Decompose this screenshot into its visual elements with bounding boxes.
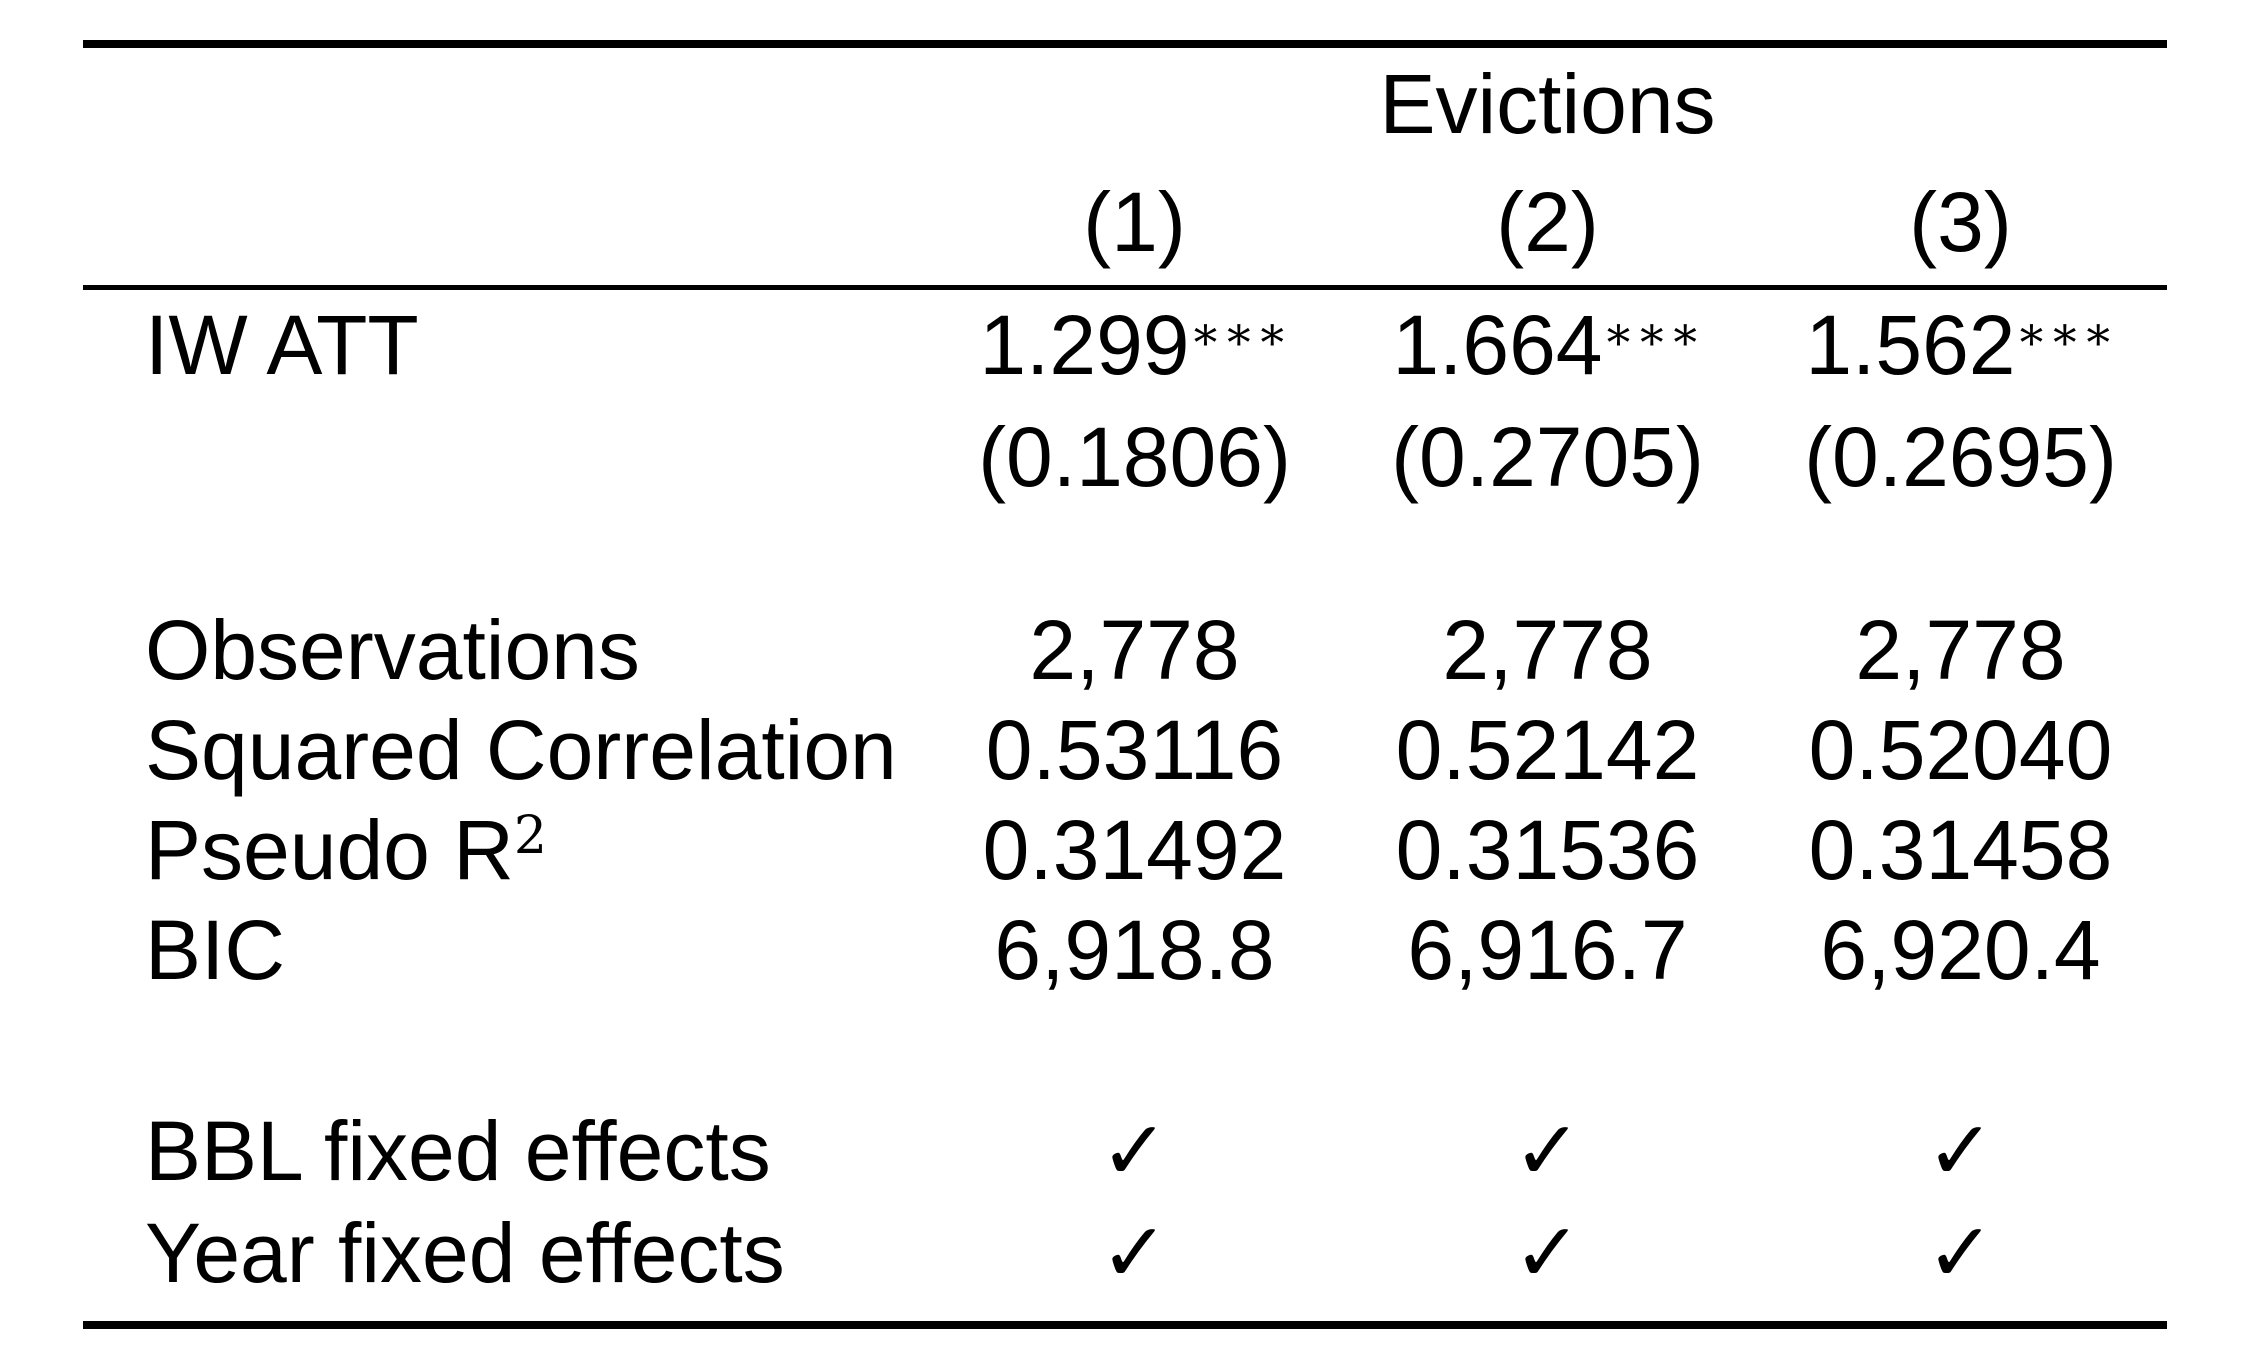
column-header-1: (1) xyxy=(1083,175,1186,269)
spacer-row xyxy=(83,1304,2167,1321)
stat-cell: 6,918.8 xyxy=(994,902,1275,997)
checkmark-icon: ✓ xyxy=(1926,1205,1995,1301)
std-error-cell: (0.2705) xyxy=(1391,410,1704,504)
stat-cell: 0.31492 xyxy=(982,802,1287,897)
top-rule xyxy=(83,40,2167,48)
row-label-pseudo-r2: Pseudo R2 xyxy=(83,802,928,899)
column-group-header-row: Evictions xyxy=(83,48,2167,160)
coefficient-cell: 1.562∗∗∗ xyxy=(1754,297,2167,394)
fixed-effects-row-bbl: BBL fixed effects ✓ ✓ ✓ xyxy=(83,1100,2167,1202)
stat-row-observations: Observations 2,778 2,778 2,778 xyxy=(83,600,2167,700)
checkmark-icon: ✓ xyxy=(1100,1103,1169,1199)
pseudo-r2-superscript: 2 xyxy=(513,805,548,866)
row-label-observations: Observations xyxy=(145,602,640,697)
std-error-cell: (0.1806) xyxy=(978,410,1291,504)
column-header-3: (3) xyxy=(1909,175,2012,269)
stat-cell: 0.52040 xyxy=(1808,702,2113,797)
significance-stars: ∗∗∗ xyxy=(1602,306,1703,362)
stat-cell: 0.31458 xyxy=(1808,802,2113,897)
pseudo-r2-base: Pseudo R xyxy=(145,802,514,897)
checkmark-icon: ✓ xyxy=(1513,1103,1582,1199)
stat-cell: 2,778 xyxy=(1442,602,1653,697)
stat-cell: 2,778 xyxy=(1855,602,2066,697)
row-label-year-fixed-effects: Year fixed effects xyxy=(145,1205,785,1300)
fixed-effects-row-year: Year fixed effects ✓ ✓ ✓ xyxy=(83,1202,2167,1304)
checkmark-icon: ✓ xyxy=(1926,1103,1995,1199)
significance-stars: ∗∗∗ xyxy=(2015,306,2116,362)
stat-cell: 0.53116 xyxy=(985,702,1284,797)
bottom-rule xyxy=(83,1321,2167,1329)
column-header-2: (2) xyxy=(1496,175,1599,269)
row-label-squared-correlation: Squared Correlation xyxy=(145,702,897,797)
stat-cell: 0.52142 xyxy=(1395,702,1700,797)
checkmark-icon: ✓ xyxy=(1100,1205,1169,1301)
stat-row-squared-correlation: Squared Correlation 0.53116 0.52142 0.52… xyxy=(83,700,2167,800)
stat-row-bic: BIC 6,918.8 6,916.7 6,920.4 xyxy=(83,900,2167,1000)
column-group-header: Evictions xyxy=(1379,56,1716,151)
spacer-row xyxy=(83,1000,2167,1100)
row-label-iw-att: IW ATT xyxy=(145,297,419,392)
regression-table: Evictions (1) (2) (3) IW ATT 1.299∗∗∗ 1.… xyxy=(83,40,2167,1329)
estimate-value: 1.562 xyxy=(1805,297,2016,392)
coefficient-row-iw-att: IW ATT 1.299∗∗∗ 1.664∗∗∗ 1.562∗∗∗ xyxy=(83,290,2167,400)
stat-row-pseudo-r2: Pseudo R2 0.31492 0.31536 0.31458 xyxy=(83,800,2167,900)
estimate-value: 1.664 xyxy=(1392,297,1603,392)
std-error-cell: (0.2695) xyxy=(1804,410,2117,504)
stat-cell: 6,916.7 xyxy=(1407,902,1688,997)
significance-stars: ∗∗∗ xyxy=(1189,306,1290,362)
spacer-row xyxy=(83,515,2167,600)
row-label-bic: BIC xyxy=(145,902,286,997)
estimate-value: 1.299 xyxy=(979,297,1190,392)
stat-cell: 0.31536 xyxy=(1395,802,1700,897)
std-error-row: (0.1806) (0.2705) (0.2695) xyxy=(83,400,2167,515)
stat-cell: 2,778 xyxy=(1029,602,1240,697)
coefficient-cell: 1.664∗∗∗ xyxy=(1341,297,1754,394)
column-number-header-row: (1) (2) (3) xyxy=(83,160,2167,285)
stat-cell: 6,920.4 xyxy=(1820,902,2101,997)
coefficient-cell: 1.299∗∗∗ xyxy=(928,297,1341,394)
row-label-bbl-fixed-effects: BBL fixed effects xyxy=(145,1103,771,1198)
checkmark-icon: ✓ xyxy=(1513,1205,1582,1301)
mid-rule xyxy=(83,285,2167,290)
